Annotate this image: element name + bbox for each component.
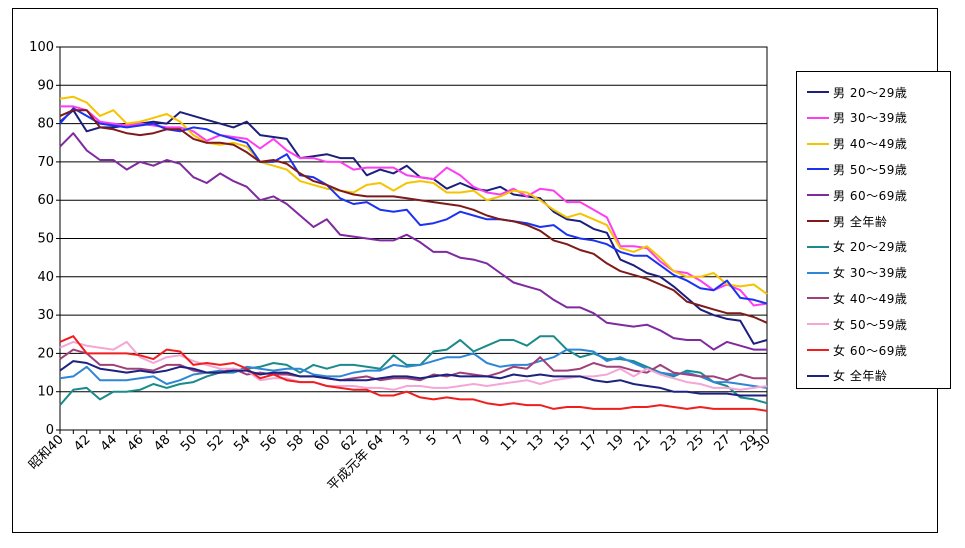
legend-swatch [807,194,829,197]
x-tick-label: 58 [285,432,307,454]
legend-label: 男 全年齢 [833,214,888,229]
legend-swatch [807,245,829,248]
x-tick-label: 46 [125,432,147,454]
x-tick-label: 13 [525,432,547,454]
series-line [59,132,767,351]
series-line [59,109,768,345]
series-line [59,348,767,382]
x-tick-label: 48 [151,432,173,454]
x-tick-label: 56 [258,432,280,454]
legend-swatch [807,374,829,377]
series-line [59,335,768,412]
x-tick-label: 52 [205,432,227,454]
legend-label: 男 30～39歳 [833,111,908,126]
legend-swatch [807,220,829,222]
legend-item: 男 20～29歳 [807,80,907,104]
legend-item: 女 40～49歳 [807,286,907,310]
legend-item: 女 30～39歳 [807,261,907,285]
legend-item: 女 20～29歳 [807,235,907,259]
legend-label: 女 20～29歳 [833,240,908,255]
legend-label: 男 50～59歳 [833,162,908,177]
x-tick-label: 11 [498,432,520,454]
series-line [59,107,768,305]
y-tick-label: 30 [37,308,54,323]
series-line [59,109,768,324]
y-tick-label: 60 [37,193,54,208]
legend-item: 男 40～49歳 [807,132,907,156]
legend-label: 女 40～49歳 [833,291,908,306]
legend-item: 女 60～69歳 [807,338,907,362]
legend-label: 女 60～69歳 [833,343,908,358]
legend-label: 女 50～59歳 [833,317,908,332]
y-tick-label: 0 [46,423,54,438]
y-tick-label: 70 [37,155,54,170]
legend-item: 男 50～59歳 [807,157,907,181]
x-tick-label: 27 [712,432,734,454]
legend-label: 男 20～29歳 [833,85,908,100]
x-tick-label: 60 [311,432,333,454]
legend-label: 男 60～69歳 [833,188,908,203]
legend-item: 女 50～59歳 [807,312,907,336]
x-tick-label: 21 [631,432,653,454]
series-line [59,360,767,397]
legend-item: 男 全年齢 [807,209,887,233]
legend-swatch [807,349,829,351]
legend-label: 女 全年齢 [833,369,888,384]
chart-frame: 0 10 20 30 40 50 60 70 80 90 100 昭和40 42 44 46 48 50 52 54… [12,8,951,533]
legend-swatch [807,323,829,326]
x-tick-label: 19 [605,432,627,454]
x-tick-label: 23 [658,432,680,454]
x-tick-label: 3 [397,432,413,448]
y-tick-label: 10 [37,385,54,400]
x-tick-label: 昭和40 [26,432,67,473]
legend-label: 女 30～39歳 [833,266,908,281]
x-tick-label: 42 [71,432,93,454]
series-line [60,105,768,307]
legend-item: 男 60～69歳 [807,183,907,207]
x-tick-label: 5 [424,432,440,448]
y-tick-label: 20 [37,346,54,361]
x-tick-label: 17 [578,432,600,454]
y-tick-label: 80 [37,117,54,132]
series-line [59,95,768,295]
x-tick-label: 7 [451,432,467,448]
legend-swatch [807,297,829,300]
x-tick-label: 9 [477,432,493,448]
legend-swatch [807,168,829,171]
y-tick-label: 90 [37,78,54,93]
legend-swatch [807,116,829,119]
x-tick-label: 50 [178,432,200,454]
legend-item: 男 30～39歳 [807,106,907,130]
y-tick-label: 40 [37,270,54,285]
y-tick-label: 50 [37,232,54,247]
legend-item: 女 全年齢 [807,364,887,388]
x-tick-label: 25 [685,432,707,454]
x-tick-label: 44 [98,432,120,454]
x-tick-label: 54 [231,432,253,454]
x-tick-label: 30 [752,432,774,454]
x-tick-label: 15 [551,432,573,454]
series-line [59,340,768,391]
legend-label: 男 40～49歳 [833,137,908,152]
chart-legend: 男 20～29歳男 30～39歳男 40～49歳男 50～59歳男 60～69歳… [796,71,951,389]
y-tick-label: 100 [29,40,54,55]
legend-swatch [807,142,829,145]
legend-swatch [807,271,829,274]
legend-swatch [807,91,829,93]
